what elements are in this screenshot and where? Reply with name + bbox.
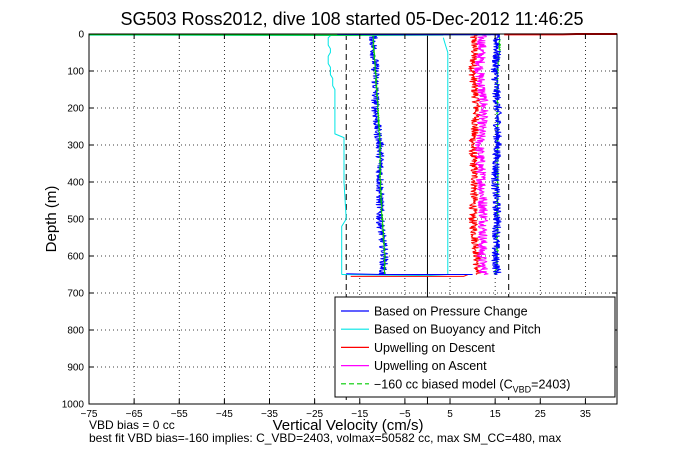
x-tick-label: −25 xyxy=(306,409,323,420)
legend-box xyxy=(334,296,616,398)
y-tick-label: 1000 xyxy=(62,400,85,411)
y-tick-label: 700 xyxy=(67,289,84,300)
y-tick-label: 300 xyxy=(67,141,84,152)
chart-title: SG503 Ross2012, dive 108 started 05-Dec-… xyxy=(121,9,584,29)
best-fit-note: best fit VBD bias=-160 implies: C_VBD=24… xyxy=(89,431,562,445)
x-tick-label: −5 xyxy=(399,409,411,420)
x-tick-label: −55 xyxy=(171,409,188,420)
y-tick-label: 600 xyxy=(67,252,84,263)
x-tick-label: −75 xyxy=(81,409,98,420)
x-tick-label: 5 xyxy=(447,409,453,420)
chart-legend: Based on Pressure Change Based on Buoyanc… xyxy=(334,296,616,398)
ticks-group: −75 −65 −55 −45 −35 −25 −15 −5 5 15 25 350100200300… xyxy=(62,30,617,420)
y-tick-label: 800 xyxy=(67,326,84,337)
vbd-bias-note: VBD bias = 0 cc xyxy=(89,418,175,432)
y-tick-label: 200 xyxy=(67,104,84,115)
series-line xyxy=(372,33,386,275)
series-line xyxy=(350,274,469,277)
x-tick-label: −45 xyxy=(216,409,233,420)
legend-label: −160 cc biased model (CVBD=2403) xyxy=(374,377,570,394)
x-axis-label: Vertical Velocity (cm/s) xyxy=(273,417,424,434)
series-line xyxy=(369,33,389,275)
x-tick-label: −35 xyxy=(261,409,278,420)
series-line xyxy=(346,273,473,275)
series-line xyxy=(494,33,501,275)
y-tick-label: 0 xyxy=(78,30,84,41)
y-tick-label: 900 xyxy=(67,363,84,374)
x-tick-label: −65 xyxy=(126,409,143,420)
series-group xyxy=(88,33,617,277)
y-tick-label: 100 xyxy=(67,67,84,78)
series-line xyxy=(468,33,482,275)
legend-label: Based on Buoyancy and Pitch xyxy=(374,323,541,337)
x-tick-label: −15 xyxy=(351,409,368,420)
legend-label: Upwelling on Descent xyxy=(374,341,495,355)
series-line xyxy=(490,33,502,275)
x-tick-label: 25 xyxy=(535,409,547,420)
series-line xyxy=(474,33,489,275)
y-tick-label: 400 xyxy=(67,178,84,189)
legend-label: Based on Pressure Change xyxy=(374,305,528,319)
series-line xyxy=(327,35,347,275)
series-line xyxy=(341,37,449,277)
x-tick-label: 15 xyxy=(490,409,502,420)
y-tick-label: 500 xyxy=(67,215,84,226)
legend-label: Upwelling on Ascent xyxy=(374,359,487,373)
x-tick-label: 35 xyxy=(580,409,592,420)
y-axis-label: Depth (m) xyxy=(43,186,60,253)
